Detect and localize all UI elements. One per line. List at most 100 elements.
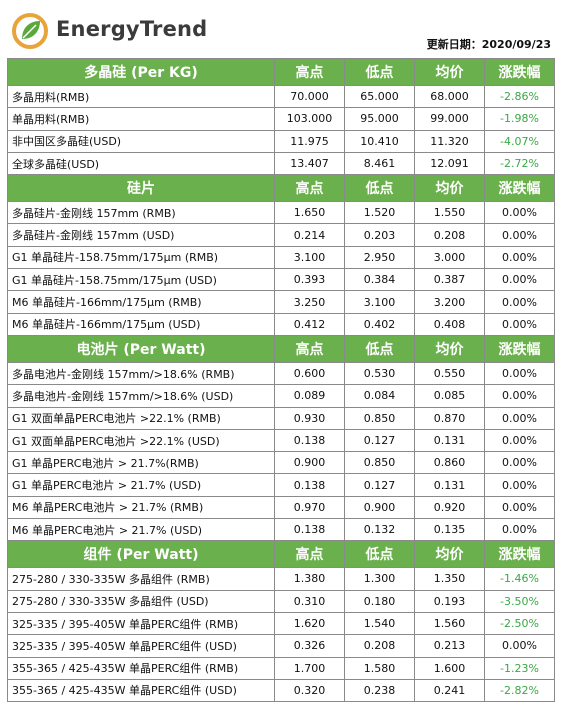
avg-price: 68.000 (414, 84, 485, 109)
low-price: 2.950 (344, 245, 415, 270)
table-row: M6 单晶硅片-166mm/175μm (USD) 0.412 0.402 0.408… (7, 312, 555, 336)
section-title: 硅片 (7, 174, 275, 203)
high-price: 0.600 (274, 361, 345, 386)
column-header: 高点 (274, 540, 345, 569)
column-header: 均价 (414, 540, 485, 569)
low-price: 0.084 (344, 384, 415, 408)
product-name: 多晶硅片-金刚线 157mm (RMB) (7, 201, 275, 225)
table-row: 非中国区多晶硅(USD) 11.975 10.410 11.320 -4.07% (7, 129, 555, 153)
column-header: 均价 (414, 334, 485, 363)
avg-price: 0.213 (414, 634, 485, 658)
column-header: 涨跌幅 (484, 58, 555, 86)
table-row: G1 单晶硅片-158.75mm/175μm (USD) 0.393 0.384 0.… (7, 268, 555, 292)
avg-price: 3.000 (414, 245, 485, 270)
avg-price: 0.920 (414, 495, 485, 520)
low-price: 0.127 (344, 473, 415, 497)
change-percent: 0.00% (484, 428, 555, 453)
change-percent: -1.23% (484, 656, 555, 680)
column-header: 均价 (414, 174, 485, 203)
column-header: 低点 (344, 174, 415, 203)
avg-price: 0.208 (414, 223, 485, 247)
product-name: 多晶硅片-金刚线 157mm (USD) (7, 223, 275, 247)
high-price: 13.407 (274, 151, 345, 176)
high-price: 0.393 (274, 268, 345, 292)
change-percent: -1.46% (484, 567, 555, 591)
section-header-row: 组件 (Per Watt) 高点 低点 均价 涨跌幅 (7, 540, 555, 569)
change-percent: -2.86% (484, 84, 555, 109)
column-header: 高点 (274, 58, 345, 86)
change-percent: 0.00% (484, 384, 555, 408)
page-header: EnergyTrend 更新日期：2020/09/23 (0, 0, 561, 58)
table-row: 355-365 / 425-435W 单晶PERC组件 (USD) 0.320 0.… (7, 678, 555, 703)
section-header-row: 硅片 高点 低点 均价 涨跌幅 (7, 174, 555, 203)
high-price: 0.930 (274, 406, 345, 430)
high-price: 11.975 (274, 129, 345, 153)
product-name: 多晶电池片-金刚线 157mm/>18.6% (RMB) (7, 361, 275, 386)
change-percent: 0.00% (484, 634, 555, 658)
column-header: 低点 (344, 58, 415, 86)
section-title: 电池片 (Per Watt) (7, 334, 275, 363)
high-price: 3.250 (274, 290, 345, 314)
column-header: 涨跌幅 (484, 174, 555, 203)
table-row: M6 单晶PERC电池片 > 21.7% (USD) 0.138 0.132 0.13… (7, 518, 555, 542)
product-name: 全球多晶硅(USD) (7, 151, 275, 176)
table-row: 325-335 / 395-405W 单晶PERC组件 (RMB) 1.620 1.… (7, 611, 555, 636)
avg-price: 1.550 (414, 201, 485, 225)
avg-price: 0.135 (414, 518, 485, 542)
low-price: 95.000 (344, 107, 415, 131)
table-row: G1 单晶PERC电池片 > 21.7% (USD) 0.138 0.127 0.13… (7, 473, 555, 497)
high-price: 0.138 (274, 428, 345, 453)
column-header: 涨跌幅 (484, 540, 555, 569)
product-name: 多晶电池片-金刚线 157mm/>18.6% (USD) (7, 384, 275, 408)
table-row: 355-365 / 425-435W 单晶PERC组件 (RMB) 1.700 1.… (7, 656, 555, 680)
low-price: 0.132 (344, 518, 415, 542)
change-percent: 0.00% (484, 312, 555, 336)
table-row: 多晶硅片-金刚线 157mm (RMB) 1.650 1.520 1.550 0.00% (7, 201, 555, 225)
product-name: G1 单晶PERC电池片 > 21.7% (USD) (7, 473, 275, 497)
low-price: 10.410 (344, 129, 415, 153)
high-price: 1.380 (274, 567, 345, 591)
table-row: M6 单晶硅片-166mm/175μm (RMB) 3.250 3.100 3.200… (7, 290, 555, 314)
table-row: G1 单晶PERC电池片 > 21.7%(RMB) 0.900 0.850 0.860… (7, 451, 555, 475)
high-price: 0.310 (274, 589, 345, 613)
change-percent: -4.07% (484, 129, 555, 153)
change-percent: 0.00% (484, 518, 555, 542)
avg-price: 0.193 (414, 589, 485, 613)
table-row: G1 单晶硅片-158.75mm/175μm (RMB) 3.100 2.950 3.… (7, 245, 555, 270)
product-name: 275-280 / 330-335W 多晶组件 (USD) (7, 589, 275, 613)
high-price: 103.000 (274, 107, 345, 131)
high-price: 1.700 (274, 656, 345, 680)
avg-price: 0.387 (414, 268, 485, 292)
product-name: 275-280 / 330-335W 多晶组件 (RMB) (7, 567, 275, 591)
high-price: 1.650 (274, 201, 345, 225)
leaf-logo-icon (12, 13, 48, 49)
product-name: M6 单晶PERC电池片 > 21.7% (USD) (7, 518, 275, 542)
change-percent: 0.00% (484, 201, 555, 225)
low-price: 0.180 (344, 589, 415, 613)
change-percent: 0.00% (484, 451, 555, 475)
table-row: 多晶用料(RMB) 70.000 65.000 68.000 -2.86% (7, 84, 555, 109)
table-row: G1 双面单晶PERC电池片 >22.1% (USD) 0.138 0.127 0.1… (7, 428, 555, 453)
high-price: 0.900 (274, 451, 345, 475)
product-name: G1 单晶硅片-158.75mm/175μm (USD) (7, 268, 275, 292)
change-percent: -3.50% (484, 589, 555, 613)
table-row: 多晶电池片-金刚线 157mm/>18.6% (RMB) 0.600 0.530 0.… (7, 361, 555, 386)
price-table: 多晶硅 (Per KG) 高点 低点 均价 涨跌幅 多晶用料(RMB) 70.000 65.0… (7, 58, 555, 703)
product-name: G1 单晶PERC电池片 > 21.7%(RMB) (7, 451, 275, 475)
product-name: G1 双面单晶PERC电池片 >22.1% (USD) (7, 428, 275, 453)
low-price: 1.300 (344, 567, 415, 591)
product-name: 325-335 / 395-405W 单晶PERC组件 (RMB) (7, 611, 275, 636)
low-price: 3.100 (344, 290, 415, 314)
change-percent: 0.00% (484, 406, 555, 430)
low-price: 8.461 (344, 151, 415, 176)
product-name: 325-335 / 395-405W 单晶PERC组件 (USD) (7, 634, 275, 658)
high-price: 0.138 (274, 473, 345, 497)
low-price: 1.580 (344, 656, 415, 680)
avg-price: 0.870 (414, 406, 485, 430)
avg-price: 0.550 (414, 361, 485, 386)
low-price: 0.208 (344, 634, 415, 658)
high-price: 0.320 (274, 678, 345, 703)
change-percent: -2.50% (484, 611, 555, 636)
avg-price: 3.200 (414, 290, 485, 314)
avg-price: 12.091 (414, 151, 485, 176)
